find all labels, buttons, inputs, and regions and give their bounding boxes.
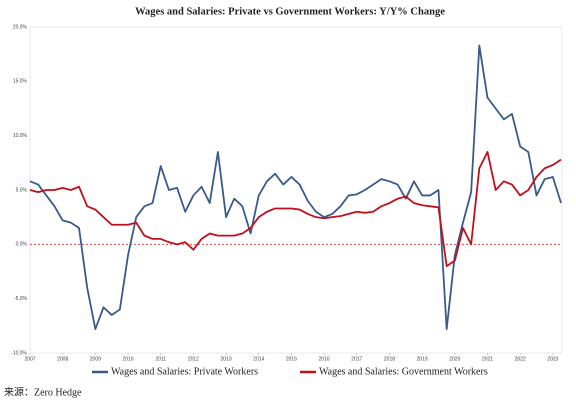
x-tick-label: 2013 [221, 356, 232, 362]
series-line [29, 44, 562, 330]
plot-frame [29, 26, 563, 354]
y-tick-label: -10.0% [11, 350, 27, 356]
x-tick-label: 2022 [515, 356, 526, 362]
x-tick-label: 2008 [57, 356, 68, 362]
x-tick-label: 2018 [384, 356, 395, 362]
x-tick-label: 2020 [449, 356, 460, 362]
x-tick-label: 2015 [286, 356, 297, 362]
x-tick-label: 2016 [319, 356, 330, 362]
x-tick-label: 2021 [482, 356, 493, 362]
y-tick-label: 0.0% [16, 242, 28, 248]
legend-label: Wages and Salaries: Government Workers [319, 366, 488, 377]
x-tick-label: 2019 [417, 356, 428, 362]
legend-label: Wages and Salaries: Private Workers [111, 366, 258, 377]
x-tick-label: 2009 [90, 356, 101, 362]
y-tick-label: 10.0% [13, 133, 28, 139]
y-tick-label: 15.0% [13, 79, 28, 85]
series-line [29, 151, 562, 267]
y-tick-label: 20.0% [13, 24, 28, 30]
y-tick-label: -5.0% [14, 296, 28, 302]
y-tick-label: 5.0% [16, 187, 28, 193]
x-tick-label: 2011 [155, 356, 166, 362]
x-tick-label: 2017 [351, 356, 362, 362]
source: 来源：Zero Hedge [4, 385, 82, 398]
chart-title: Wages and Salaries: Private vs Governmen… [135, 6, 445, 17]
x-tick-label: 2014 [253, 356, 264, 362]
x-tick-label: 2007 [24, 356, 35, 362]
x-tick-label: 2012 [188, 356, 199, 362]
x-tick-label: 2010 [122, 356, 133, 362]
x-tick-label: 2023 [547, 356, 558, 362]
